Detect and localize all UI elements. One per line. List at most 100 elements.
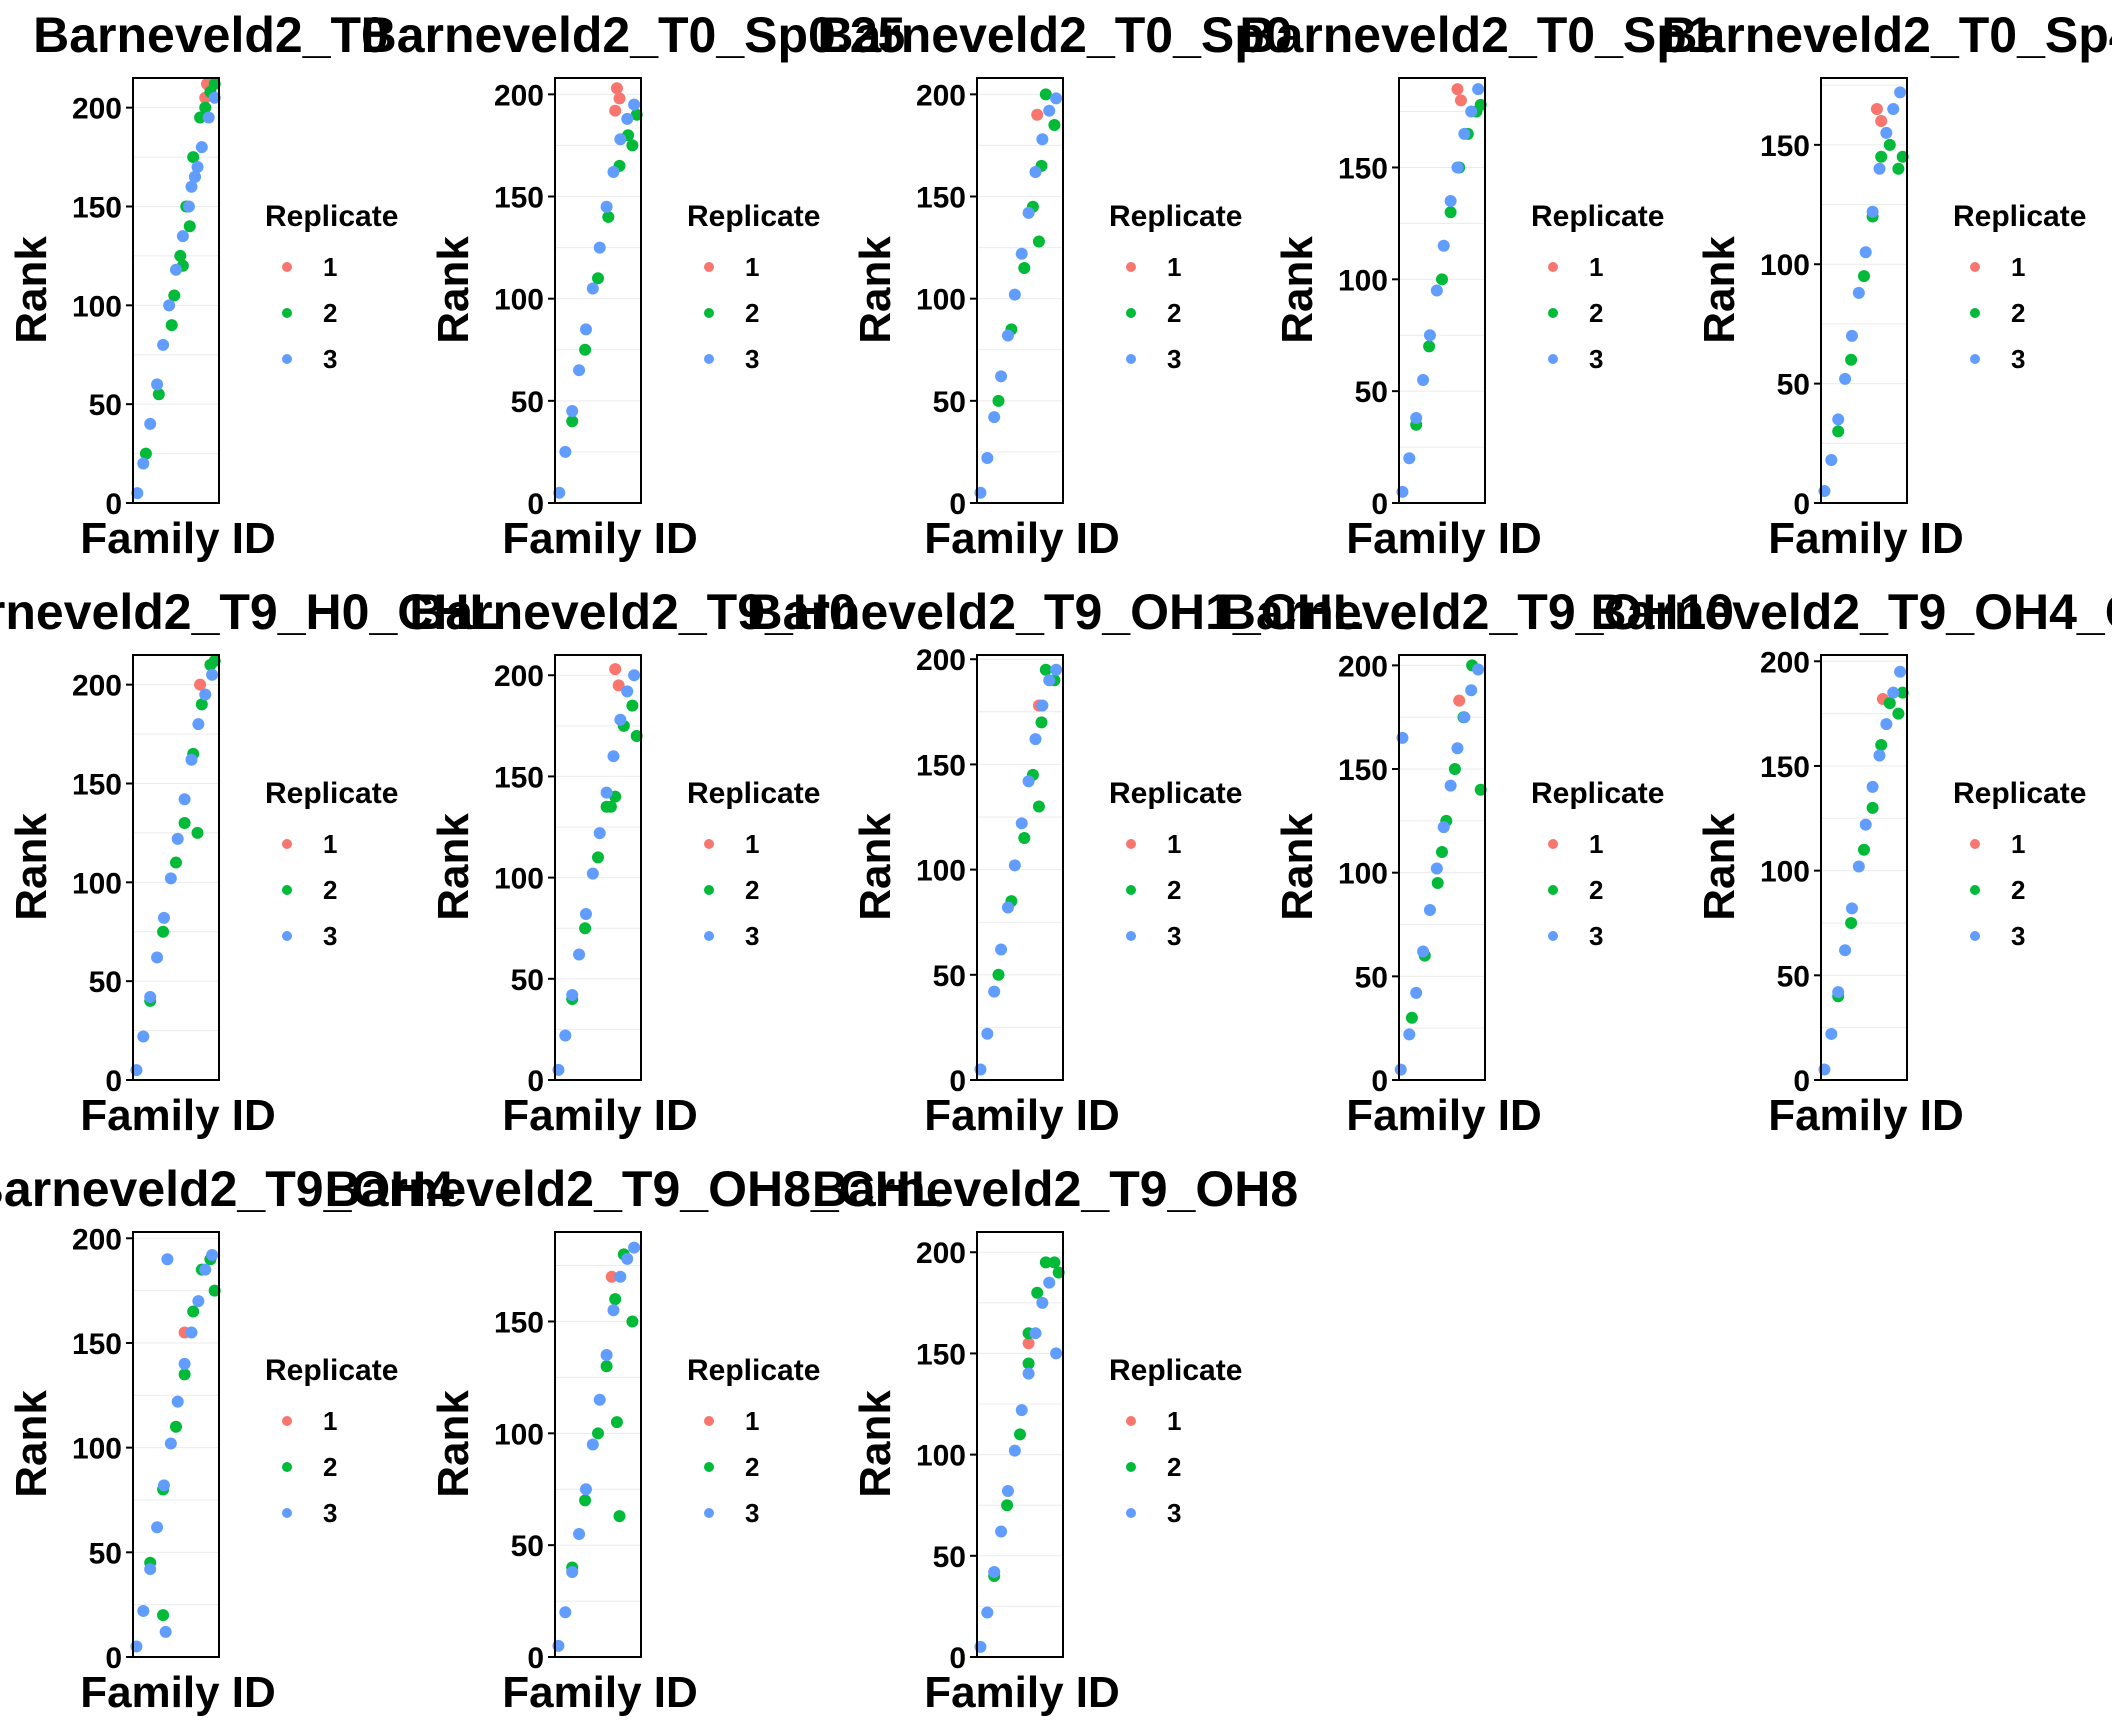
legend-label: 1 [323,1406,337,1436]
panel-title: Barneveld2_T9_OH4 [0,1161,454,1217]
data-point [208,91,221,104]
data-point [1852,860,1865,873]
data-point [1050,92,1063,105]
data-point [192,718,205,731]
data-point [164,872,177,885]
y-tick-label: 150 [494,1306,544,1339]
data-point [593,241,606,254]
panel-title: Barneveld2_T0 [33,7,389,63]
y-tick-label: 0 [105,488,122,521]
data-point [628,669,641,682]
data-point [1022,206,1035,219]
legend-label: 1 [1167,1406,1181,1436]
data-point [1832,986,1845,999]
data-point [1048,1256,1061,1269]
data-point [628,98,641,111]
legend-label: 1 [2011,252,2025,282]
y-tick-label: 100 [72,1433,122,1466]
data-point [157,911,170,924]
data-point [1001,901,1014,914]
data-point [566,405,579,418]
legend-key [1548,354,1558,364]
data-point [1410,412,1423,424]
data-point [152,388,165,401]
data-point [1039,663,1052,676]
data-point [600,200,613,213]
data-point [1043,674,1056,687]
data-point [1472,83,1485,96]
y-tick-label: 50 [89,389,122,422]
data-point [202,111,215,124]
data-point [1845,916,1858,929]
data-point [1474,783,1487,796]
data-point [208,77,221,90]
legend-title: Replicate [265,777,398,810]
legend-key [1126,839,1136,849]
data-point [995,1525,1008,1538]
data-point [630,108,643,121]
data-point [1052,1266,1065,1279]
y-tick-label: 150 [1760,751,1810,784]
data-point [151,378,164,391]
data-point [157,1609,170,1622]
y-tick-label: 100 [1338,264,1388,297]
data-point [1825,1027,1838,1040]
data-point [610,82,623,95]
legend-title: Replicate [1109,1354,1242,1387]
data-point [1036,133,1049,146]
legend-key [704,1416,714,1426]
y-tick-label: 0 [105,1065,122,1098]
data-point [559,1029,572,1042]
data-point [1474,98,1487,111]
chart-panel: 0 50 100 150 200 Barneveld2_T9_H0_CHL Rank Fami… [0,584,500,1140]
data-point [1048,118,1061,131]
legend-key [704,885,714,895]
y-tick-label: 200 [916,644,966,677]
data-point [988,411,1001,424]
data-point [144,417,157,430]
y-tick-label: 50 [89,966,122,999]
data-point [1043,104,1056,117]
data-point [1403,452,1416,465]
data-point [1022,1337,1035,1350]
y-axis-label: Rank [429,236,478,344]
legend-key [704,262,714,272]
data-point [1022,1357,1035,1370]
data-point [579,343,592,356]
data-point [1437,239,1450,252]
legend-key [282,1508,292,1518]
legend-key [1548,885,1558,895]
legend-label: 1 [745,1406,759,1436]
y-tick-label: 150 [72,191,122,224]
x-axis-label: Family ID [80,514,276,563]
data-point [208,654,221,667]
data-point [191,160,204,173]
y-tick-label: 200 [494,79,544,112]
x-axis-label: Family ID [502,1091,698,1140]
data-point [1015,247,1028,260]
chart-panel: 0 50 100 150 200 Barneveld2_T9_OH10 Rank Family… [1220,584,1734,1140]
data-point [164,1437,177,1450]
y-axis-label: Rank [1273,813,1322,921]
data-point [610,1416,623,1429]
data-point [988,1566,1001,1578]
legend-label: 2 [2011,298,2025,328]
y-tick-label: 0 [949,1065,966,1098]
data-point [1444,206,1457,219]
data-point [1832,413,1845,426]
data-point [151,951,164,964]
legend-key [1970,931,1980,941]
data-point [992,968,1005,981]
data-point [1430,862,1443,875]
data-point [178,1357,191,1370]
y-axis-label: Rank [7,236,56,344]
y-tick-label: 100 [1338,858,1388,891]
chart-panel: 0 50 100 150 200 Barneveld2_T0_Sp0.25 Rank Fami… [361,7,906,563]
legend-key [1970,308,1980,318]
data-point [1022,1367,1035,1380]
legend-key [704,354,714,364]
data-point [605,1270,618,1283]
y-tick-label: 200 [72,93,122,126]
legend-title: Replicate [1109,200,1242,233]
y-axis-label: Rank [1273,236,1322,344]
